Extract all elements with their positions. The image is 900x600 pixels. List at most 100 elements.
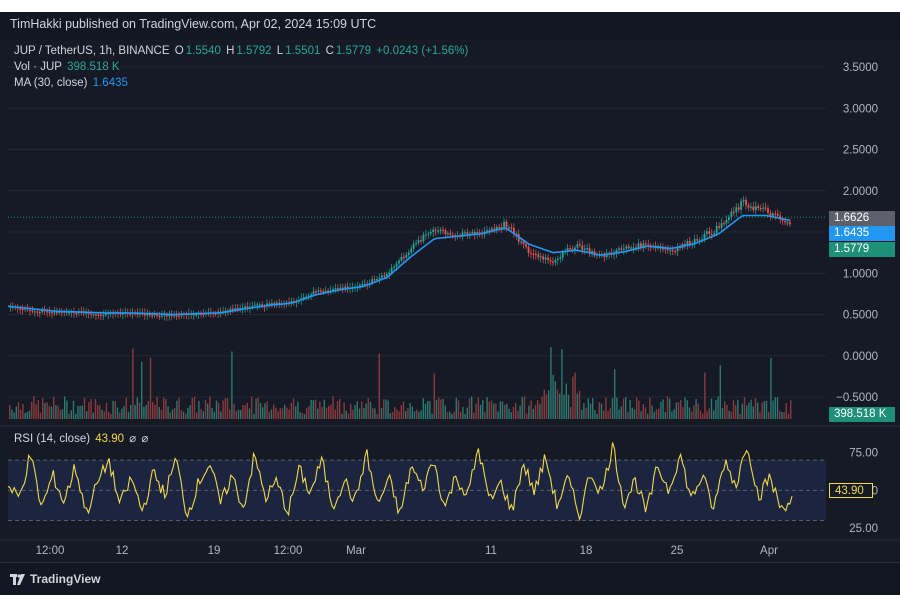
rsi-label[interactable]: RSI (14, close) xyxy=(14,433,91,445)
volume-bar xyxy=(61,409,64,419)
candle-body xyxy=(261,304,264,307)
volume-bar xyxy=(453,411,455,419)
candle-body xyxy=(586,248,589,250)
volume-bar xyxy=(378,353,380,419)
chart-canvas[interactable]: 3.50003.00002.50002.00001.50001.00000.50… xyxy=(0,40,900,562)
candle-body xyxy=(344,286,347,289)
candle-body xyxy=(427,233,430,235)
volume-bar xyxy=(372,407,374,419)
volume-bar xyxy=(603,410,605,419)
candle-body xyxy=(21,308,24,311)
volume-bar xyxy=(416,409,418,419)
volume-bar xyxy=(125,397,127,419)
time-axis-label: 12:00 xyxy=(36,545,65,557)
volume-bar xyxy=(625,397,627,419)
candle-body xyxy=(723,223,725,225)
volume-bar xyxy=(220,411,222,419)
chart-area[interactable]: 3.50003.00002.50002.00001.50001.00000.50… xyxy=(0,40,900,562)
volume-bar xyxy=(534,405,537,419)
candle-body xyxy=(395,263,398,267)
volume-bar xyxy=(400,405,402,419)
volume-bar xyxy=(20,409,22,419)
volume-bar xyxy=(127,411,130,419)
volume-bar xyxy=(451,413,453,419)
rsi-extra-1: ⌀ xyxy=(129,433,137,445)
volume-bar xyxy=(585,407,587,419)
volume-bar xyxy=(644,407,647,419)
time-axis-label: 18 xyxy=(580,545,593,557)
volume-bar xyxy=(768,411,770,419)
rsi-extra-2: ⌀ xyxy=(141,433,149,445)
volume-bar xyxy=(42,398,44,419)
volume-bar xyxy=(213,411,215,419)
candle-body xyxy=(251,305,254,308)
volume-bar xyxy=(519,405,521,419)
candle-body xyxy=(239,307,242,310)
symbol-name[interactable]: JUP / TetherUS, 1h, BINANCE xyxy=(14,45,170,57)
volume-bar xyxy=(631,407,633,419)
candle-body xyxy=(718,226,721,228)
candle-body xyxy=(55,312,58,314)
volume-bar xyxy=(537,400,539,419)
volume-bar xyxy=(438,397,440,419)
rsi-axis-label: 75.00 xyxy=(849,448,878,460)
volume-bar xyxy=(715,400,717,419)
ma-label[interactable]: MA (30, close) xyxy=(14,77,88,89)
volume-bar xyxy=(420,410,422,419)
volume-bar xyxy=(53,396,55,419)
price-axis-label: 3.5000 xyxy=(843,62,878,74)
candle-body xyxy=(503,221,505,228)
candle-body xyxy=(256,304,259,306)
volume-bar xyxy=(101,409,103,419)
candle-body xyxy=(322,291,325,293)
volume-bar xyxy=(512,406,515,419)
volume-bar xyxy=(314,399,317,419)
high-value: 1.5792 xyxy=(236,45,272,57)
candle-body xyxy=(461,232,464,237)
volume-bar xyxy=(567,394,570,419)
volume-bar xyxy=(528,405,530,419)
volume-bar xyxy=(13,412,15,419)
volume-bar xyxy=(356,401,358,419)
volume-bar xyxy=(405,411,407,419)
volume-bar xyxy=(576,393,578,419)
candle-body xyxy=(38,311,41,314)
volume-bar xyxy=(66,400,68,419)
candle-body xyxy=(710,233,713,236)
volume-legend: Vol · JUP 398.518 K xyxy=(14,61,122,73)
candle-body xyxy=(121,313,124,315)
candle-body xyxy=(75,313,78,315)
candle-body xyxy=(393,266,396,268)
volume-bar xyxy=(545,394,548,419)
candle-body xyxy=(273,303,276,305)
candle-body xyxy=(195,314,198,316)
volume-bar xyxy=(167,406,169,419)
volume-label[interactable]: Vol · JUP xyxy=(14,61,62,73)
candle-body xyxy=(266,303,268,307)
volume-bar xyxy=(226,398,229,419)
volume-bar xyxy=(202,411,204,419)
volume-bar xyxy=(471,396,473,419)
open-value: 1.5540 xyxy=(185,45,221,57)
candle-body xyxy=(442,229,444,232)
candle-body xyxy=(407,252,410,255)
candle-body xyxy=(405,254,408,258)
volume-bar xyxy=(493,403,495,419)
volume-bar xyxy=(189,405,191,419)
candle-body xyxy=(466,232,469,235)
volume-bar xyxy=(367,397,369,419)
volume-bar xyxy=(776,397,779,419)
tradingview-logo[interactable]: TradingView xyxy=(10,572,100,586)
candle-body xyxy=(244,306,246,308)
volume-bar xyxy=(620,406,622,419)
volume-bar xyxy=(204,399,207,419)
time-axis-label: 11 xyxy=(485,545,497,557)
candle-body xyxy=(51,312,53,314)
candle-body xyxy=(696,239,699,241)
time-axis-label: 12 xyxy=(116,545,129,557)
candle-body xyxy=(622,248,625,250)
volume-bar xyxy=(598,402,600,419)
candle-body xyxy=(161,315,163,317)
volume-bar xyxy=(783,412,785,419)
volume-bar xyxy=(303,413,306,419)
